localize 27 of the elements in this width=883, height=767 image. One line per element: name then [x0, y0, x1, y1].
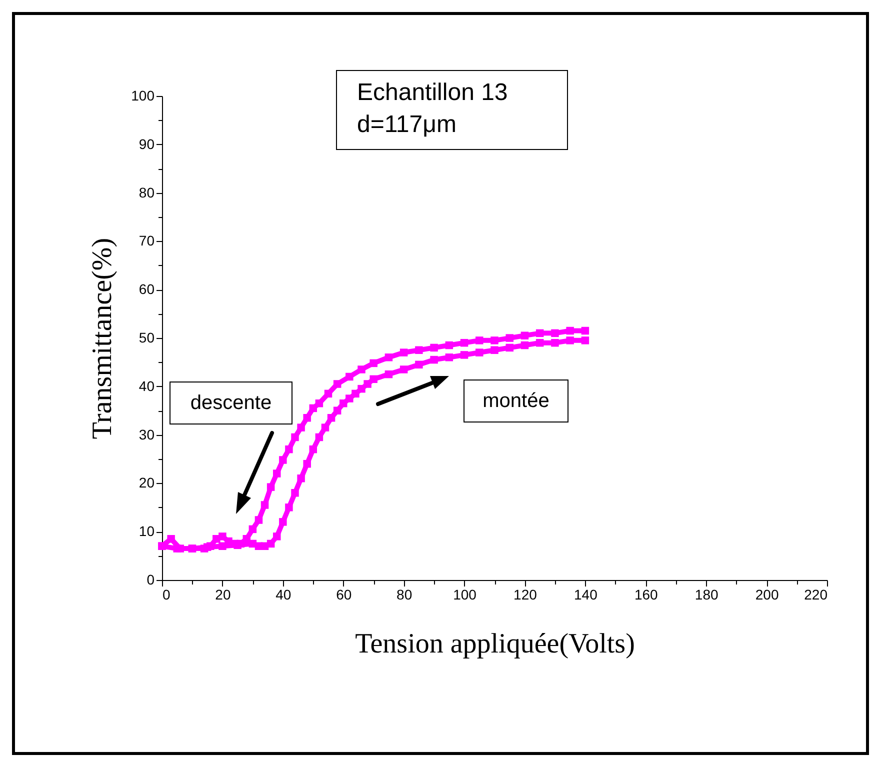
- x-axis-title: Tension appliquée(Volts): [355, 628, 635, 660]
- x-tick-label: 200: [755, 586, 779, 602]
- x-tick-label: 40: [276, 586, 292, 602]
- x-tick-label: 60: [336, 586, 352, 602]
- y-tick-label: 80: [138, 184, 155, 200]
- y-tick-label: 40: [138, 378, 155, 394]
- x-tick-label: 0: [162, 586, 170, 602]
- x-tick-label: 140: [574, 586, 598, 602]
- y-axis-title: Transmittance(%): [87, 238, 118, 440]
- y-tick-label: 60: [138, 281, 155, 298]
- x-tick-label: 20: [215, 586, 231, 602]
- y-tick-label: 10: [138, 523, 155, 540]
- y-tick-label: 0: [146, 572, 155, 588]
- y-tick-label: 100: [131, 88, 155, 104]
- x-tick-label: 100: [453, 586, 477, 602]
- x-tick-label: 220: [804, 586, 828, 602]
- y-tick-label: 70: [138, 232, 155, 249]
- chart-title: Echantillon 13: [357, 78, 509, 108]
- x-tick-label: 160: [634, 586, 658, 602]
- y-tick-label: 20: [138, 474, 155, 491]
- y-tick-label: 90: [138, 136, 155, 152]
- text: d=117μm: [357, 110, 458, 140]
- y-tick-label: 50: [138, 330, 155, 346]
- y-tick-label: 30: [138, 426, 155, 442]
- x-tick-label: 180: [694, 586, 718, 602]
- x-tick-label: 120: [514, 586, 538, 602]
- x-tick-label: 80: [396, 586, 412, 602]
